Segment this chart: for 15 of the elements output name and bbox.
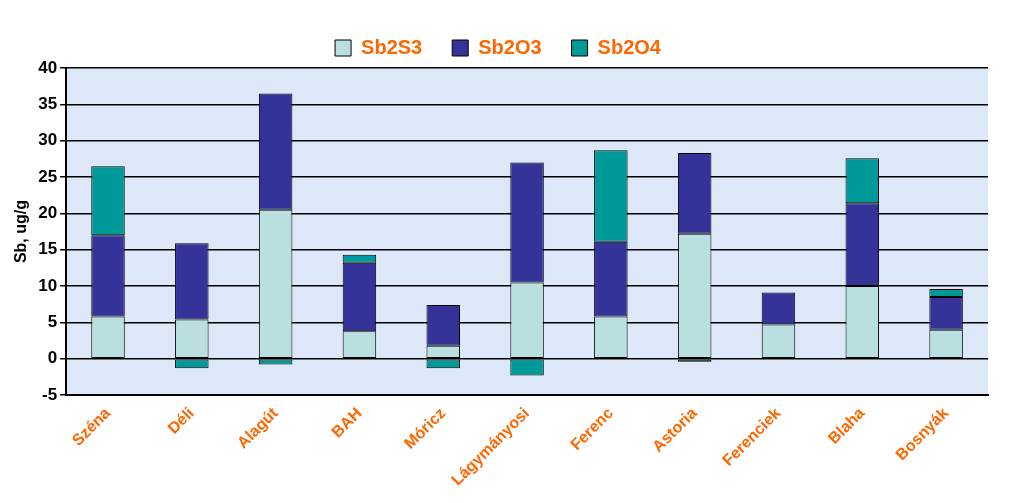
y-tick-label: 15: [38, 239, 58, 259]
y-tick-label: 0: [47, 348, 58, 368]
legend-label: Sb2O3: [478, 35, 542, 58]
y-tick-label: 40: [38, 57, 58, 77]
y-axis-title: Sb, ug/g: [12, 200, 30, 264]
y-tick-label: 35: [38, 94, 58, 114]
legend-label: Sb2S3: [361, 35, 423, 58]
y-tick-label: 5: [47, 312, 58, 332]
y-tick-label: 30: [38, 130, 58, 150]
y-tick-label: 10: [38, 275, 58, 295]
x-tick-label: Déli: [164, 404, 198, 437]
y-tick-label: -5: [41, 384, 58, 404]
y-tick-label: 20: [38, 203, 58, 223]
y-tick-label: 25: [38, 166, 58, 186]
legend-label: Sb2O4: [597, 35, 662, 58]
